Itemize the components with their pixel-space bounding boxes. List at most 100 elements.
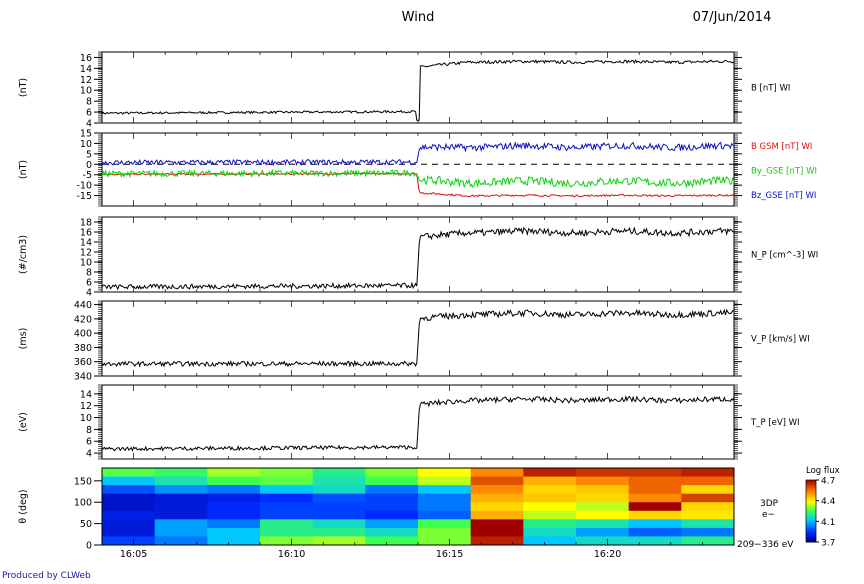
colorbar-segment bbox=[806, 493, 816, 496]
y-tick-label-3: 360 bbox=[74, 357, 92, 368]
colorbar-segment bbox=[806, 486, 816, 489]
y-tick-label-2: 8 bbox=[86, 268, 92, 279]
colorbar-segment bbox=[806, 507, 816, 510]
heatmap-cell bbox=[576, 527, 630, 537]
y-tick-label-1: -5 bbox=[83, 170, 92, 181]
colorbar-segment bbox=[806, 483, 816, 486]
colorbar-segment bbox=[806, 518, 816, 521]
heatmap-cell bbox=[260, 519, 314, 529]
legend-label-0-0: B [nT] WI bbox=[751, 84, 790, 94]
heatmap-cell bbox=[312, 485, 366, 495]
colorbar-segment bbox=[806, 538, 816, 541]
heatmap-cell bbox=[523, 502, 577, 512]
heatmap-cell bbox=[260, 527, 314, 537]
heatmap-cell bbox=[470, 493, 524, 503]
heatmap-cell bbox=[576, 502, 630, 512]
colorbar-segment bbox=[806, 484, 816, 487]
y-tick-label-5: 0 bbox=[86, 541, 92, 552]
legend-label-1-1: By_GSE [nT] WI bbox=[751, 167, 817, 177]
colorbar-segment bbox=[806, 524, 816, 527]
legend-label-2-0: N_P [cm^-3] WI bbox=[751, 251, 818, 261]
heatmap-cell bbox=[470, 527, 524, 537]
heatmap-cell bbox=[470, 476, 524, 486]
y-axis-label-3: (ms) bbox=[18, 328, 29, 350]
colorbar-segment bbox=[806, 532, 816, 535]
colorbar-segment bbox=[806, 487, 816, 490]
panel-frame-0 bbox=[101, 51, 735, 124]
heatmap-cell bbox=[260, 493, 314, 503]
heatmap-cell bbox=[365, 527, 419, 537]
heatmap-cell bbox=[365, 468, 419, 478]
legend-label-1-2: Bz_GSE [nT] WI bbox=[751, 191, 816, 201]
heatmap-cell bbox=[576, 468, 630, 478]
colorbar-tick-label: 3.7 bbox=[821, 539, 835, 549]
heatmap-cell bbox=[102, 476, 156, 486]
y-tick-label-2: 18 bbox=[80, 218, 92, 229]
side-label-instrument: 3DP bbox=[760, 499, 779, 509]
heatmap-cell bbox=[418, 493, 472, 503]
heatmap-cell bbox=[154, 485, 208, 495]
heatmap-cell bbox=[576, 536, 630, 546]
heatmap-cell bbox=[523, 485, 577, 495]
colorbar-segment bbox=[806, 514, 816, 517]
colorbar-segment bbox=[806, 521, 816, 524]
colorbar-segment bbox=[806, 523, 816, 526]
heatmap-cell bbox=[681, 476, 735, 486]
colorbar-tick-label: 4.1 bbox=[821, 518, 835, 528]
y-tick-label-3: 440 bbox=[74, 300, 92, 311]
panel-frame-1 bbox=[101, 132, 735, 207]
colorbar-segment bbox=[806, 506, 816, 509]
colorbar-segment bbox=[806, 517, 816, 520]
heatmap-cell bbox=[365, 485, 419, 495]
heatmap-cell bbox=[470, 510, 524, 520]
y-tick-label-1: 10 bbox=[80, 139, 92, 150]
y-tick-label-5: 50 bbox=[80, 519, 92, 530]
heatmap-cell bbox=[102, 493, 156, 503]
heatmap-cell bbox=[102, 502, 156, 512]
heatmap-cell bbox=[470, 468, 524, 478]
heatmap-cell bbox=[365, 510, 419, 520]
colorbar-segment bbox=[806, 498, 816, 501]
y-axis-label-5: θ (deg) bbox=[18, 489, 29, 523]
heatmap-cell bbox=[207, 502, 261, 512]
heatmap-cell bbox=[470, 502, 524, 512]
heatmap-cell bbox=[207, 519, 261, 529]
heatmap-cell bbox=[681, 510, 735, 520]
colorbar-segment bbox=[806, 501, 816, 504]
heatmap-cell bbox=[207, 476, 261, 486]
legend-label-4-0: T_P [eV] WI bbox=[750, 418, 800, 428]
heatmap-cell bbox=[154, 493, 208, 503]
y-tick-label-2: 4 bbox=[86, 288, 92, 299]
colorbar-segment bbox=[806, 529, 816, 532]
heatmap-cell bbox=[365, 502, 419, 512]
y-tick-label-0: 4 bbox=[86, 119, 92, 130]
colorbar-segment bbox=[806, 503, 816, 506]
y-tick-label-3: 380 bbox=[74, 343, 92, 354]
heatmap-cell bbox=[154, 519, 208, 529]
heatmap-cell bbox=[523, 527, 577, 537]
heatmap-cell bbox=[523, 468, 577, 478]
y-tick-label-0: 10 bbox=[80, 86, 92, 97]
heatmap-cell bbox=[470, 536, 524, 546]
colorbar-segment bbox=[806, 520, 816, 523]
y-tick-label-1: 5 bbox=[86, 149, 92, 160]
heatmap-cell bbox=[418, 510, 472, 520]
heatmap-cell bbox=[628, 468, 682, 478]
heatmap-cell bbox=[576, 476, 630, 486]
colorbar-segment bbox=[806, 509, 816, 512]
colorbar-segment bbox=[806, 534, 816, 537]
colorbar-segment bbox=[806, 526, 816, 529]
heatmap-cell bbox=[681, 485, 735, 495]
heatmap-cell bbox=[207, 468, 261, 478]
y-tick-label-4: 6 bbox=[86, 437, 92, 448]
y-axis-label-2: (#/cm3) bbox=[18, 235, 29, 274]
y-axis-label-0: (nT) bbox=[18, 78, 29, 97]
x-tick-label: 16:15 bbox=[436, 549, 463, 560]
heatmap-cell bbox=[207, 527, 261, 537]
heatmap-cell bbox=[418, 536, 472, 546]
colorbar-segment bbox=[806, 489, 816, 492]
plot-title: Wind bbox=[402, 10, 435, 25]
heatmap-cell bbox=[681, 519, 735, 529]
heatmap-cell bbox=[576, 485, 630, 495]
